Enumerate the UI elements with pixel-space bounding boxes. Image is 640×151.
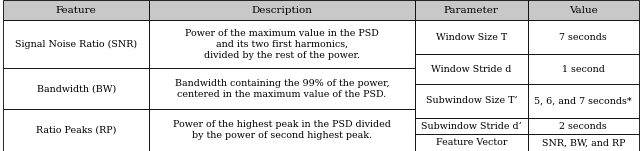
Text: Bandwidth containing the 99% of the power,
centered in the maximum value of the : Bandwidth containing the 99% of the powe… [175,79,389,99]
Text: SNR, BW, and RP: SNR, BW, and RP [541,138,625,147]
Text: Subwindow Size T’: Subwindow Size T’ [426,96,517,105]
Bar [528,20,639,54]
Bar [415,54,528,84]
Bar [149,109,415,151]
Bar [415,134,528,151]
Bar [149,20,415,68]
Bar [415,118,528,134]
Text: Description: Description [252,6,312,15]
Bar [528,134,639,151]
Text: Feature Vector: Feature Vector [436,138,507,147]
Bar [3,109,149,151]
Text: Window Stride d: Window Stride d [431,65,511,74]
Bar [3,68,149,109]
Bar [3,0,149,20]
Bar [415,0,528,20]
Text: Power of the highest peak in the PSD divided
by the power of second highest peak: Power of the highest peak in the PSD div… [173,120,391,140]
Text: Bandwidth (BW): Bandwidth (BW) [36,84,116,93]
Text: Power of the maximum value in the PSD
and its two first harmonics,
divided by th: Power of the maximum value in the PSD an… [185,29,379,60]
Bar [528,118,639,134]
Bar [528,54,639,84]
Text: 7 seconds: 7 seconds [559,33,607,42]
Bar [528,84,639,118]
Text: Signal Noise Ratio (SNR): Signal Noise Ratio (SNR) [15,40,138,49]
Bar [149,68,415,109]
Text: 2 seconds: 2 seconds [559,122,607,131]
Text: Parameter: Parameter [444,6,499,15]
Text: 1 second: 1 second [562,65,605,74]
Text: Feature: Feature [56,6,97,15]
Bar [3,20,149,68]
Text: Ratio Peaks (RP): Ratio Peaks (RP) [36,126,116,135]
Bar [415,20,528,54]
Text: Subwindow Stride d’: Subwindow Stride d’ [421,122,522,131]
Text: Value: Value [569,6,598,15]
Bar [528,0,639,20]
Bar [149,0,415,20]
Text: Window Size T: Window Size T [436,33,507,42]
Text: 5, 6, and 7 seconds*: 5, 6, and 7 seconds* [534,96,632,105]
Bar [415,84,528,118]
